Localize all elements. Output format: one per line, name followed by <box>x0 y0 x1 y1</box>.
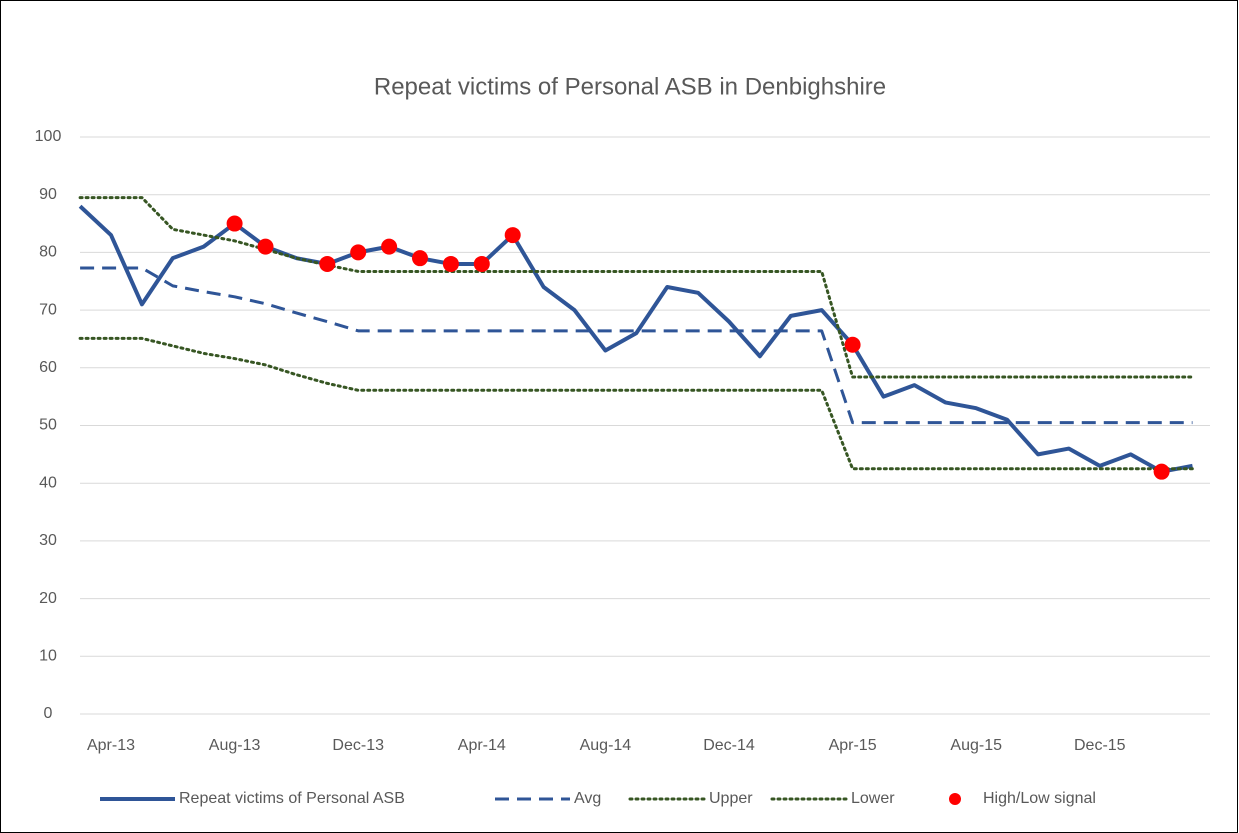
signal-marker <box>412 250 428 267</box>
y-tick-label: 20 <box>39 590 57 607</box>
x-tick-label: Apr-13 <box>87 737 135 754</box>
y-tick-label: 50 <box>39 417 57 434</box>
y-tick-label: 100 <box>35 128 62 145</box>
legend-label: Repeat victims of Personal ASB <box>179 790 405 807</box>
chart-title: Repeat victims of Personal ASB in Denbig… <box>374 73 886 100</box>
x-tick-label: Aug-15 <box>950 737 1002 754</box>
legend-swatch <box>949 793 961 805</box>
signal-marker <box>226 215 243 232</box>
x-tick-label: Apr-14 <box>458 737 506 754</box>
y-tick-label: 60 <box>39 359 57 376</box>
signal-marker <box>257 238 274 255</box>
signal-marker <box>442 255 459 272</box>
legend-label: Upper <box>709 790 753 807</box>
x-tick-label: Aug-14 <box>580 737 632 754</box>
legend-label: High/Low signal <box>983 790 1096 807</box>
y-tick-label: 30 <box>39 532 57 549</box>
x-tick-label: Aug-13 <box>209 737 261 754</box>
y-tick-label: 80 <box>39 244 57 261</box>
x-tick-label: Dec-13 <box>332 737 384 754</box>
signal-marker <box>844 336 861 353</box>
x-tick-label: Dec-15 <box>1074 737 1126 754</box>
y-tick-label: 10 <box>39 648 57 665</box>
legend-label: Avg <box>574 790 601 807</box>
signal-marker <box>350 244 367 261</box>
series-line <box>80 266 1193 425</box>
x-tick-label: Apr-15 <box>829 737 877 754</box>
x-tick-label: Dec-14 <box>703 737 755 754</box>
signal-marker <box>504 227 521 244</box>
series-line <box>78 336 1194 471</box>
signal-marker <box>319 255 336 272</box>
signal-marker <box>473 255 490 272</box>
signal-marker <box>381 238 398 255</box>
y-tick-label: 0 <box>44 705 53 722</box>
y-tick-label: 90 <box>39 186 57 203</box>
y-tick-label: 70 <box>39 301 57 318</box>
signal-marker <box>1153 463 1170 480</box>
y-tick-label: 40 <box>39 474 57 491</box>
legend-label: Lower <box>851 790 895 807</box>
